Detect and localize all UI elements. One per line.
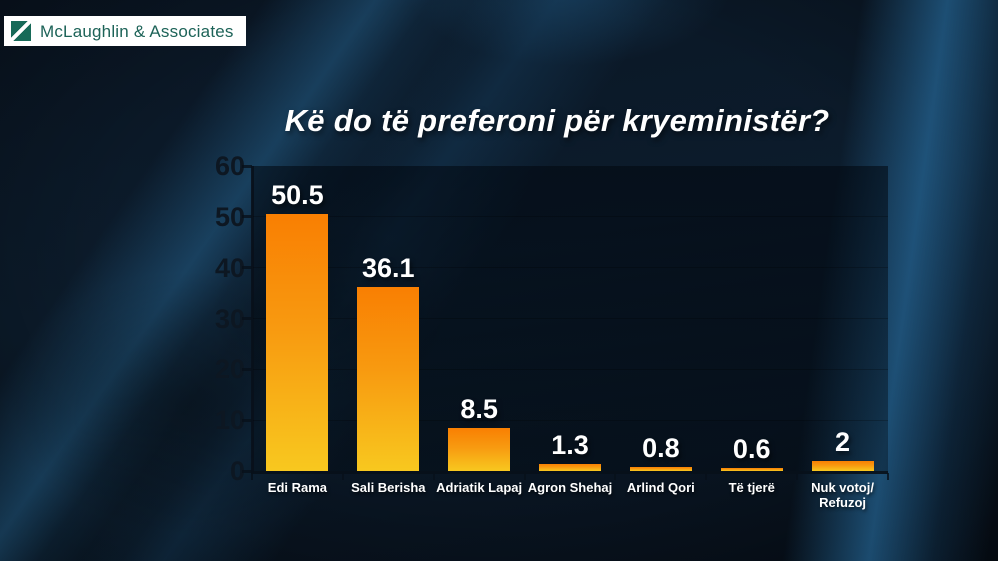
y-axis-label: 0 — [229, 456, 245, 486]
gridline — [253, 368, 888, 370]
y-axis-label: 60 — [214, 151, 245, 181]
bar-arlind-qori — [629, 466, 692, 471]
bar-category-label: Të tjerë — [728, 480, 775, 495]
x-axis-tick — [705, 473, 708, 480]
x-axis-tick — [887, 473, 889, 480]
logo-mclaughlin: McLaughlin & Associates — [4, 16, 246, 46]
x-axis-tick — [341, 473, 344, 480]
bar-adriatik-lapaj — [448, 427, 511, 471]
x-axis-tick — [432, 473, 435, 480]
y-axis-tick — [242, 469, 252, 473]
bar-value-label: 0.8 — [642, 432, 680, 463]
y-axis-label: 20 — [214, 354, 245, 385]
y-axis-tick — [242, 418, 252, 422]
y-axis-line — [251, 166, 254, 473]
x-axis-tick — [796, 473, 799, 480]
y-axis-tick — [242, 367, 252, 371]
bar-t-tjer — [720, 467, 783, 471]
bar-value-label: 2 — [835, 426, 851, 457]
y-axis-label: 50 — [214, 201, 245, 232]
mclaughlin-logo-icon — [11, 21, 31, 41]
bar-category-label: Arlind Qori — [626, 480, 695, 495]
bar-category-label: Agron Shehaj — [527, 480, 613, 495]
gridline — [253, 318, 888, 319]
x-axis-tick — [614, 473, 617, 480]
bar-edi-rama — [266, 214, 329, 471]
bar-category-label: Adriatik Lapaj — [436, 480, 523, 495]
chart-title: Kë do të preferoni për kryeministër? — [284, 103, 830, 138]
bar-value-label: 36.1 — [362, 253, 415, 284]
bar-value-label: 8.5 — [460, 393, 498, 424]
bar-nuk-votoj-refuzoj — [811, 460, 874, 471]
gridline — [253, 419, 888, 421]
bar-value-label: 1.3 — [551, 430, 589, 461]
y-axis-tick — [242, 164, 252, 168]
y-axis-tick — [242, 215, 252, 219]
bar-category-label: Edi Rama — [267, 480, 328, 495]
x-axis-tick — [523, 473, 526, 480]
bar-category-label: Sali Berisha — [351, 480, 426, 495]
x-axis-tick — [251, 473, 253, 480]
bar-sali-berisha — [357, 287, 420, 471]
bar-category-label: Nuk votoj/Refuzoj — [811, 480, 874, 510]
bar-agron-shehaj — [539, 464, 601, 471]
logo-text: McLaughlin & Associates — [40, 21, 234, 41]
gridline — [253, 216, 888, 218]
y-axis-label: 30 — [214, 303, 245, 334]
x-axis-line — [251, 471, 888, 474]
bar-value-label: 50.5 — [271, 180, 324, 211]
y-axis-tick — [242, 317, 252, 320]
y-axis-tick — [242, 266, 252, 270]
y-axis-label: 10 — [214, 405, 245, 436]
bar-value-label: 0.6 — [732, 433, 771, 464]
y-axis-label: 40 — [214, 252, 245, 283]
gridline — [253, 267, 888, 269]
